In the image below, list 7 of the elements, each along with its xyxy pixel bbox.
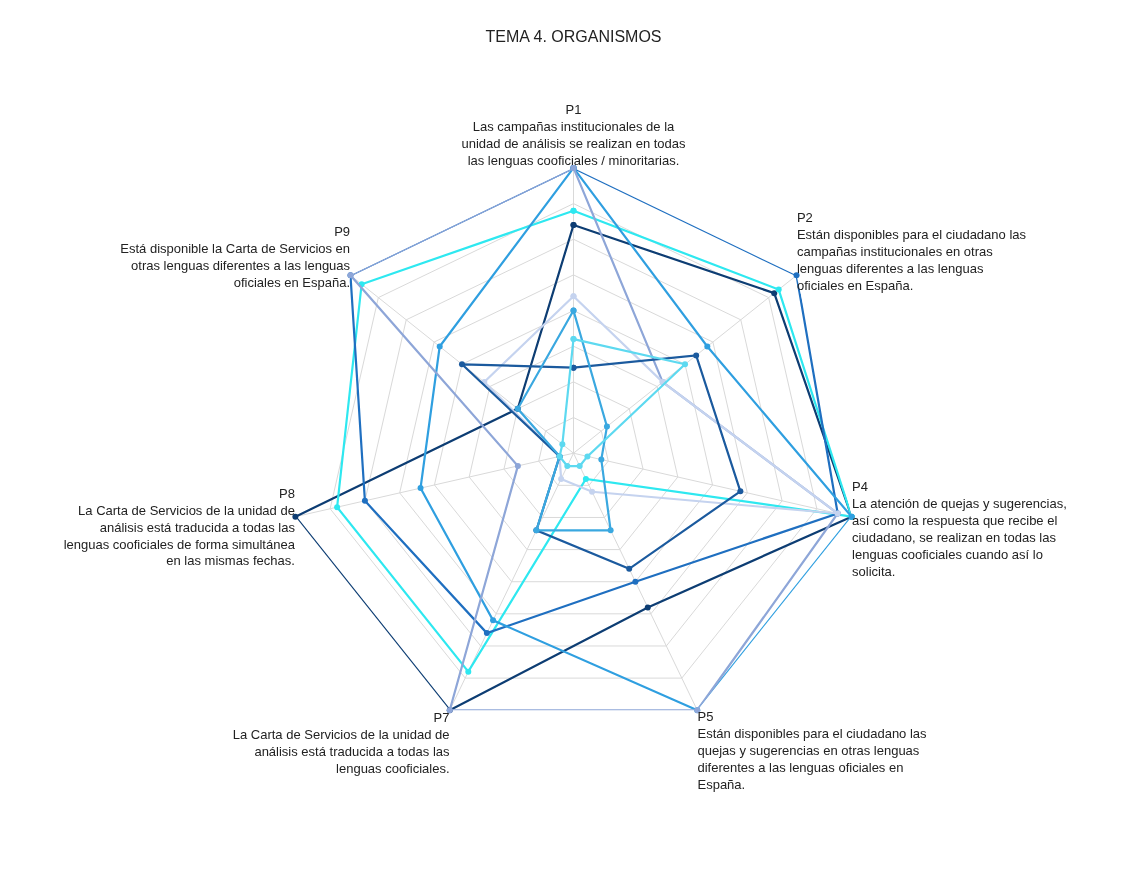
spoke-label: P4 La atención de quejas y sugerencias, así como la respuesta que recibe el ciudadano, se realizan en todas las lenguas cooficiales cuando así lo solicita.: [852, 479, 1067, 579]
spoke-label: P5 Están disponibles para el ciudadano las quejas y sugerencias en otras lenguas diferentes a las lenguas oficiales en España.: [697, 709, 928, 792]
spoke-label: P8 La Carta de Servicios de la unidad de análisis está traducida a todas las lenguas cooficiales de forma simultánea en las mismas fechas.: [63, 485, 296, 569]
spoke-label: P1 Las campañas institucionales de la unidad de análisis se realizan en todas las lenguas cooficiales / minoritarias.: [461, 102, 687, 168]
chart-title: TEMA 4. ORGANISMOS: [485, 27, 662, 45]
spoke-label: P7 La Carta de Servicios de la unidad de análisis está traducida a todas las lenguas cooficiales.: [232, 709, 450, 776]
spoke-label: P9 Está disponible la Carta de Servicios en otras lenguas diferentes a las lenguas oficiales en España.: [120, 223, 351, 290]
